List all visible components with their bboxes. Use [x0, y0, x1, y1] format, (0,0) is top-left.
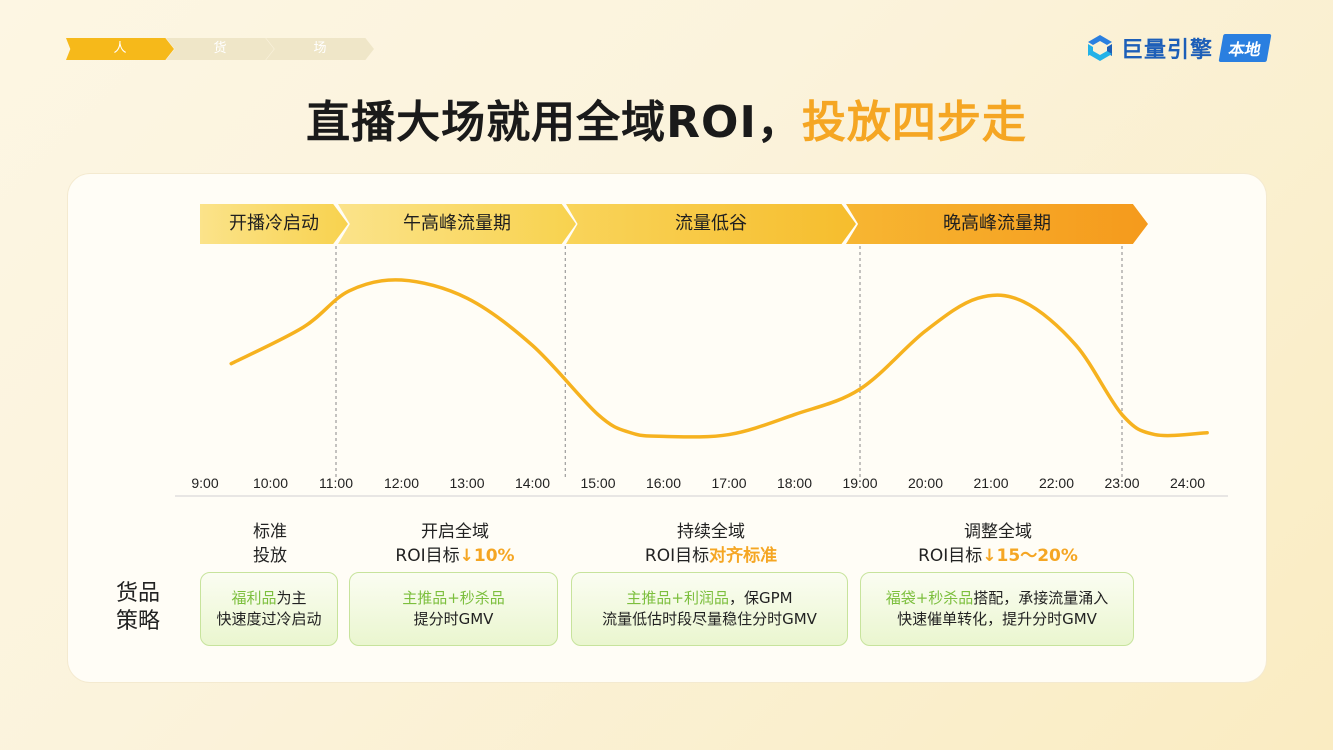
phase-cold-start: 开播冷启动 [200, 204, 348, 244]
breadcrumb-item-people[interactable]: 人 [66, 38, 174, 60]
x-tick-label: 15:00 [580, 475, 615, 491]
x-tick-label: 9:00 [191, 475, 218, 491]
strategy-step-1: 标准 投放 [200, 520, 340, 568]
strategy-step-2-highlight: ↓10% [459, 546, 515, 566]
goods-box-1: 福利品为主 快速度过冷启动 [200, 572, 338, 646]
breadcrumb-item-goods[interactable]: 货 [166, 38, 274, 60]
strategy-step-2-line1: 开启全域 [421, 522, 489, 542]
strategy-step-3-line2: ROI目标 [644, 546, 710, 566]
strategy-step-2: 开启全域 ROI目标↓10% [350, 520, 560, 568]
logo-text: 巨量引擎 [1121, 38, 1214, 63]
breadcrumb-item-place[interactable]: 场 [266, 38, 374, 60]
traffic-curve [229, 278, 1209, 439]
x-tick-label: 17:00 [711, 475, 746, 491]
x-tick-label: 23:00 [1104, 475, 1139, 491]
goods-box-2-highlight: 主推品+秒杀品 [402, 589, 505, 607]
x-tick-label: 10:00 [253, 475, 288, 491]
goods-box-4-line2: 快速催单转化，提升分时GMV [897, 610, 1097, 628]
goods-label-line1: 货品 [116, 581, 161, 606]
strategy-step-4-line1: 调整全域 [964, 522, 1032, 542]
strategy-step-3-line1: 持续全域 [677, 522, 745, 542]
x-tick-label: 21:00 [973, 475, 1008, 491]
goods-box-3-text: ，保GPM [728, 589, 793, 607]
x-tick-label: 12:00 [384, 475, 419, 491]
breadcrumb: 人 货 场 [66, 38, 376, 60]
strategy-step-4: 调整全域 ROI目标↓15～20% [860, 520, 1136, 568]
goods-box-1-line2: 快速度过冷启动 [216, 610, 322, 628]
strategy-step-3: 持续全域 ROI目标对齐标准 [572, 520, 850, 568]
strategy-step-4-line2: ROI目标 [918, 546, 983, 566]
strategy-step-3-highlight: 对齐标准 [709, 546, 778, 566]
goods-label-line2: 策略 [116, 609, 161, 634]
x-tick-label: 16:00 [646, 475, 681, 491]
phase-traffic-trough: 流量低谷 [566, 204, 856, 244]
goods-box-1-highlight: 福利品 [231, 589, 277, 607]
logo-icon [1088, 35, 1112, 61]
strategy-step-4-highlight: ↓15～20% [982, 546, 1078, 566]
page-title: 直播大场就用全域ROI，投放四步走 [0, 86, 1333, 150]
goods-box-2: 主推品+秒杀品 提分时GMV [349, 572, 558, 646]
goods-box-2-line2: 提分时GMV [413, 610, 494, 628]
phase-evening-peak: 晚高峰流量期 [846, 204, 1148, 244]
x-tick-label: 18:00 [777, 475, 812, 491]
title-main: 直播大场就用全域ROI， [306, 97, 802, 148]
x-tick-label: 13:00 [449, 475, 484, 491]
strategy-step-2-line2: ROI目标 [395, 546, 460, 566]
title-accent: 投放四步走 [801, 97, 1027, 148]
goods-box-1-text: 为主 [276, 589, 307, 607]
x-tick-label: 11:00 [319, 475, 353, 491]
brand-logo: 巨量引擎 本地 [1085, 30, 1272, 66]
goods-box-4-text: 搭配，承接流量涌入 [973, 589, 1109, 607]
x-tick-label: 19:00 [842, 475, 877, 491]
goods-box-3-highlight: 主推品+利润品 [626, 589, 729, 607]
phase-noon-peak: 午高峰流量期 [338, 204, 576, 244]
goods-strategy-label: 货品 策略 [116, 580, 160, 636]
x-tick-label: 14:00 [515, 475, 550, 491]
x-tick-label: 22:00 [1039, 475, 1074, 491]
goods-box-3: 主推品+利润品，保GPM 流量低估时段尽量稳住分时GMV [571, 572, 848, 646]
goods-box-4: 福袋+秒杀品搭配，承接流量涌入 快速催单转化，提升分时GMV [860, 572, 1134, 646]
strategy-step-1-line1: 标准 [253, 522, 287, 542]
goods-box-4-highlight: 福袋+秒杀品 [885, 589, 974, 607]
goods-box-3-line2: 流量低估时段尽量稳住分时GMV [602, 610, 817, 628]
strategy-step-1-line2: 投放 [253, 546, 287, 566]
x-tick-label: 20:00 [908, 475, 943, 491]
x-tick-label: 24:00 [1170, 475, 1205, 491]
